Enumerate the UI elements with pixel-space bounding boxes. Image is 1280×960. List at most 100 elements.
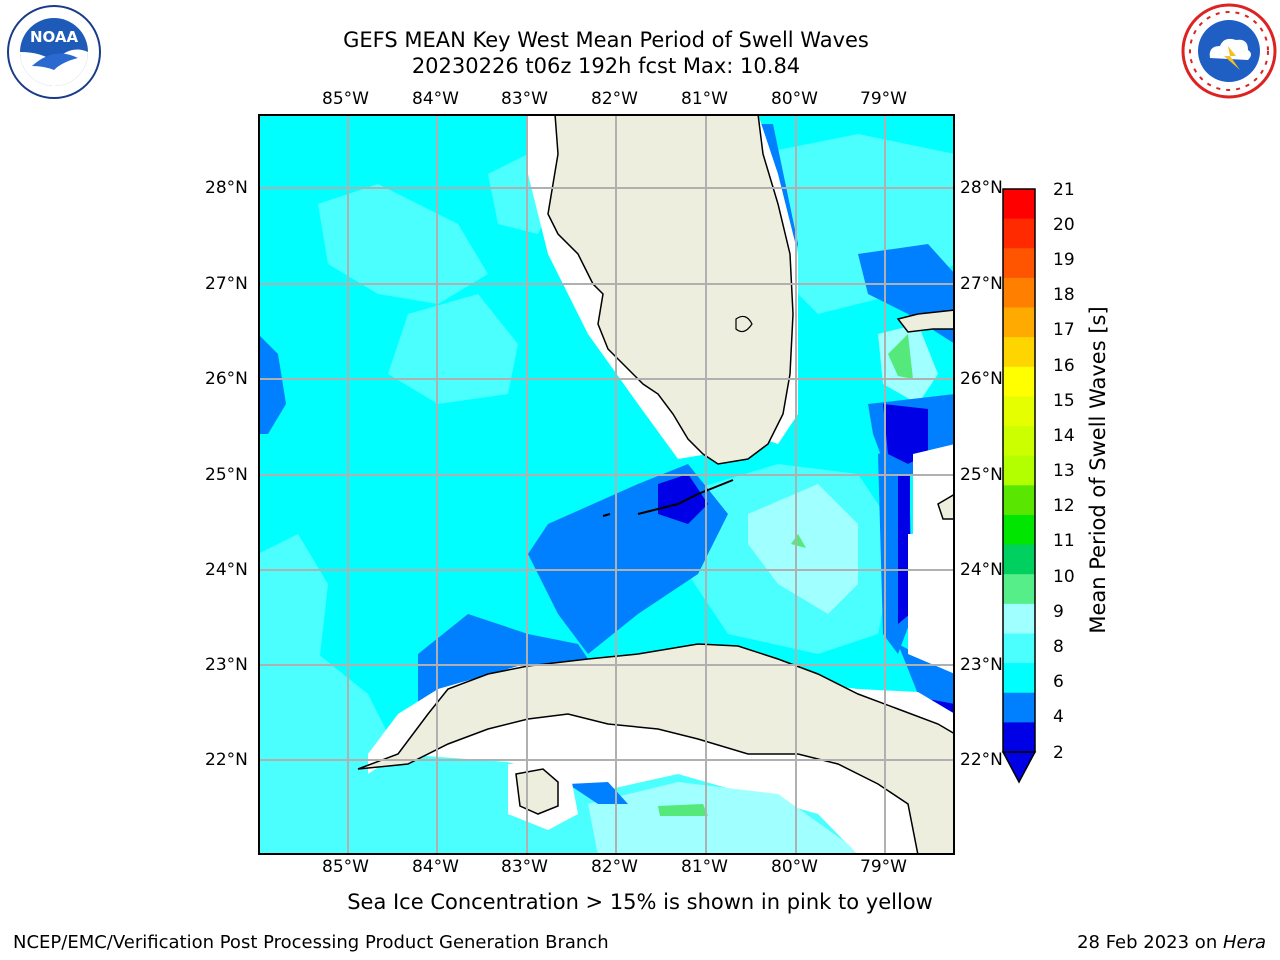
lat-label: 25°N — [205, 465, 248, 485]
lon-label: 81°W — [681, 89, 728, 109]
colorbar-segment — [1003, 574, 1035, 605]
lat-label: 25°N — [960, 465, 1003, 485]
lon-label: 83°W — [501, 89, 548, 109]
lon-label: 80°W — [771, 857, 818, 877]
contour-2-4-east-cuba — [898, 644, 955, 714]
contour-lt2-keys — [658, 474, 708, 524]
colorbar-segment — [1003, 366, 1035, 397]
noaa-logo-icon: NOAA — [4, 4, 104, 100]
colorbar-tick: 11 — [1053, 531, 1075, 551]
lat-label: 22°N — [960, 750, 1003, 770]
sea-ice-note: Sea Ice Concentration > 15% is shown in … — [347, 890, 933, 914]
contour-2-4-west-edge — [258, 334, 286, 434]
colorbar — [1001, 188, 1037, 784]
colorbar-segment — [1003, 426, 1035, 457]
colorbar-segment — [1003, 307, 1035, 338]
lat-label: 23°N — [960, 655, 1003, 675]
colorbar-segment — [1003, 218, 1035, 249]
grid-lines — [258, 114, 955, 855]
lon-label: 81°W — [681, 857, 728, 877]
footer-date: 28 Feb 2023 on Hera — [1077, 932, 1266, 953]
lat-label: 27°N — [205, 274, 248, 294]
lon-label: 85°W — [322, 89, 369, 109]
lon-label: 82°W — [591, 857, 638, 877]
colorbar-tick: 9 — [1053, 602, 1064, 622]
lon-label: 84°W — [412, 89, 459, 109]
lat-label: 24°N — [205, 560, 248, 580]
lat-label: 22°N — [205, 750, 248, 770]
colorbar-tick: 18 — [1053, 285, 1075, 305]
lon-label: 84°W — [412, 857, 459, 877]
map-title-line2: 20230226 t06z 192h fcst Max: 10.84 — [411, 54, 801, 78]
colorbar-segment — [1003, 277, 1035, 309]
lat-label: 27°N — [960, 274, 1003, 294]
colorbar-segment — [1003, 189, 1035, 220]
colorbar-label: Mean Period of Swell Waves [s] — [1086, 306, 1110, 634]
ocean-south-cuba-pale — [588, 782, 858, 855]
contour-9-10-bahamas — [888, 334, 913, 379]
colorbar-tick: 8 — [1053, 637, 1064, 657]
footer-host: Hera — [1222, 932, 1266, 953]
colorbar-tick: 13 — [1053, 461, 1075, 481]
colorbar-tick: 16 — [1053, 356, 1075, 376]
noaa-logo-text: NOAA — [30, 28, 79, 46]
colorbar-segment — [1003, 692, 1035, 723]
colorbar-tick: 12 — [1053, 496, 1075, 516]
lon-label: 79°W — [860, 89, 907, 109]
colorbar-segment — [1003, 544, 1035, 575]
map-panel — [258, 114, 955, 855]
lon-label: 85°W — [322, 857, 369, 877]
lat-label: 28°N — [205, 178, 248, 198]
land-florida — [547, 114, 794, 465]
contour-6-8-gulf — [318, 184, 488, 304]
colorbar-tick: 10 — [1053, 567, 1075, 587]
colorbar-segment — [1003, 248, 1035, 279]
keys-west — [602, 513, 611, 517]
colorbar-tick: 4 — [1053, 707, 1064, 727]
contour-9-10-straits — [791, 534, 806, 548]
colorbar-segment — [1003, 633, 1035, 664]
ocean-south-cuba-blue — [568, 782, 628, 804]
colorbar-tick: 17 — [1053, 320, 1075, 340]
colorbar-segment — [1003, 337, 1035, 368]
colorbar-segment — [1003, 514, 1035, 546]
lat-label: 23°N — [205, 655, 248, 675]
land-isle-of-youth — [515, 768, 559, 815]
colorbar-segment — [1003, 455, 1035, 486]
ocean-south-cuba-green — [658, 804, 708, 816]
colorbar-tick: 2 — [1053, 743, 1064, 763]
colorbar-segment — [1003, 396, 1035, 427]
nodata-east-edge — [908, 534, 955, 674]
lat-label: 24°N — [960, 560, 1003, 580]
colorbar-tick: 15 — [1053, 391, 1075, 411]
footer-date-text: 28 Feb 2023 on — [1077, 932, 1223, 953]
land-grand-bahama — [896, 309, 955, 333]
colorbar-segment — [1003, 485, 1035, 516]
contour-lt2-bahamas — [883, 404, 928, 464]
contour-6-8-gulf2 — [388, 294, 518, 404]
colorbar-underflow-triangle — [1001, 751, 1037, 784]
contour-8-9-straits — [748, 484, 858, 614]
lat-label: 26°N — [205, 369, 248, 389]
lon-label: 83°W — [501, 857, 548, 877]
colorbar-segment — [1003, 603, 1035, 634]
lake-okeechobee — [735, 315, 753, 333]
colorbar-segment — [1003, 663, 1035, 694]
lat-label: 28°N — [960, 178, 1003, 198]
contour-lt2-straits — [898, 474, 910, 624]
nws-logo-icon — [1180, 2, 1278, 100]
nodata-bahamas-east — [913, 444, 955, 534]
lon-label: 82°W — [591, 89, 638, 109]
lat-label: 26°N — [960, 369, 1003, 389]
florida-keys — [637, 479, 734, 515]
colorbar-tick: 14 — [1053, 426, 1075, 446]
lon-label: 80°W — [771, 89, 818, 109]
land-andros — [937, 493, 955, 520]
lon-label: 79°W — [860, 857, 907, 877]
colorbar-tick: 21 — [1053, 180, 1075, 200]
footer-credit: NCEP/EMC/Verification Post Processing Pr… — [13, 932, 609, 953]
colorbar-tick: 20 — [1053, 215, 1075, 235]
map-title-line1: GEFS MEAN Key West Mean Period of Swell … — [343, 28, 869, 52]
colorbar-tick: 6 — [1053, 672, 1064, 692]
colorbar-segment — [1003, 722, 1035, 753]
